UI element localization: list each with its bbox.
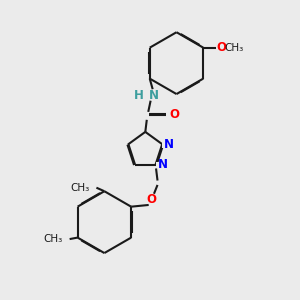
FancyBboxPatch shape — [141, 92, 155, 99]
Text: N: N — [149, 89, 159, 102]
FancyBboxPatch shape — [168, 112, 174, 118]
Text: CH₃: CH₃ — [224, 43, 243, 53]
Text: O: O — [169, 108, 179, 121]
Text: CH₃: CH₃ — [44, 234, 63, 244]
FancyBboxPatch shape — [217, 44, 223, 51]
Text: O: O — [146, 193, 156, 206]
Text: O: O — [216, 41, 226, 54]
Text: CH₃: CH₃ — [70, 183, 90, 193]
FancyBboxPatch shape — [162, 141, 169, 148]
FancyBboxPatch shape — [148, 196, 154, 203]
Text: N: N — [158, 158, 167, 171]
Text: H: H — [134, 89, 144, 102]
FancyBboxPatch shape — [156, 162, 162, 168]
Text: N: N — [164, 138, 174, 151]
